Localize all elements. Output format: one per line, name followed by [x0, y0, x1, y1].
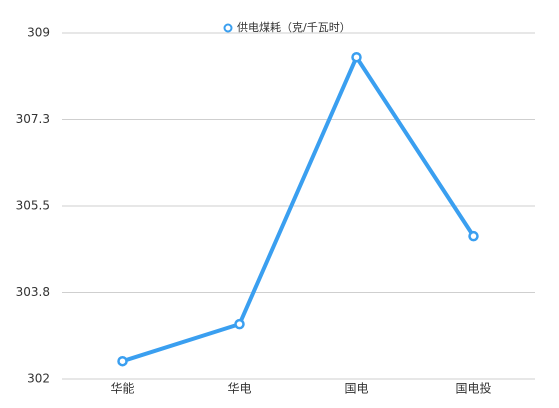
point	[468, 230, 479, 242]
y-tick-label: 302	[27, 372, 50, 386]
legend-label: 供电煤耗（克/千瓦时）	[237, 20, 351, 34]
y-tick-label: 303.8	[16, 285, 50, 299]
legend-marker	[223, 23, 233, 33]
point	[351, 51, 362, 63]
line	[121, 55, 476, 364]
x-tick-label: 国电	[344, 382, 368, 396]
y-tick-label: 305.5	[16, 199, 50, 213]
point	[117, 355, 128, 367]
x-tick-label: 华电	[227, 382, 251, 396]
y-tick-label: 307.3	[16, 112, 50, 126]
x-tick-label: 华能	[110, 382, 134, 396]
point	[234, 318, 245, 330]
x-tick-label: 国电投	[455, 381, 491, 396]
y-tick-label: 309	[27, 26, 50, 40]
